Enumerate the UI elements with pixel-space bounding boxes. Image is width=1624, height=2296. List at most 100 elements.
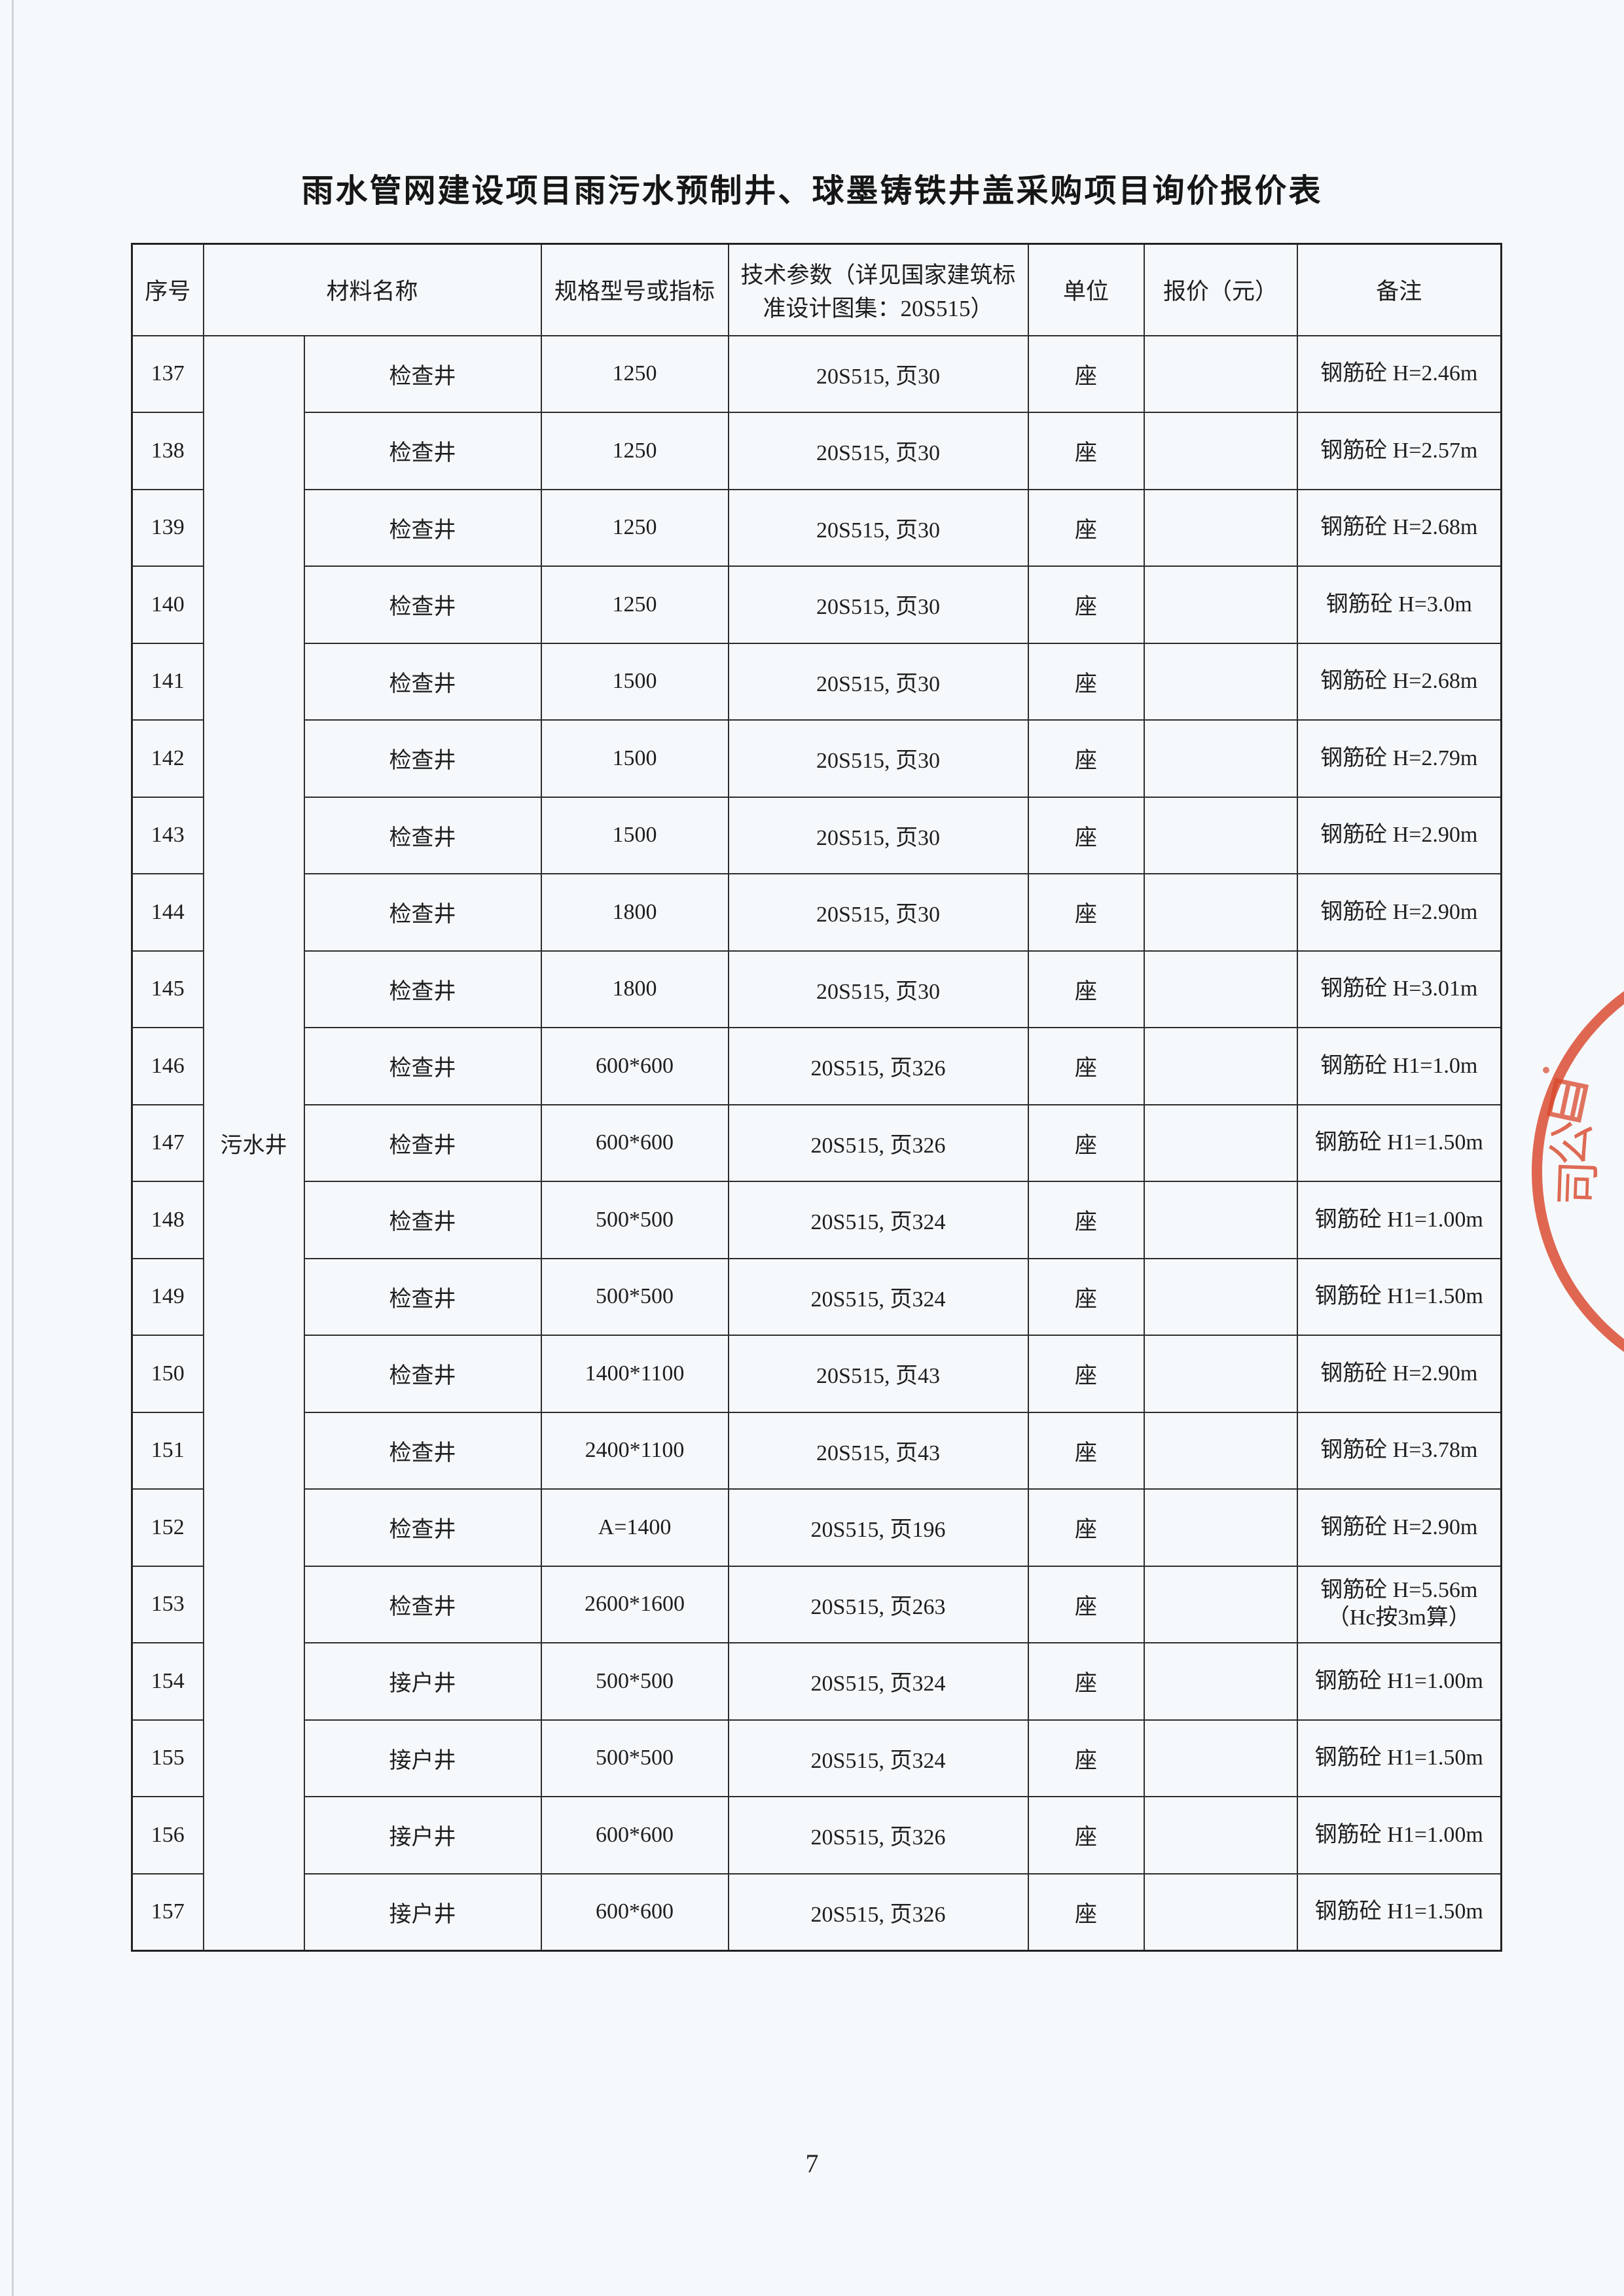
cell-tech: 20S515, 页324 [727,1719,1029,1797]
cell-price [1143,1257,1298,1336]
cell-serial: 141 [131,642,204,721]
table-row: 156 接户井 600*600 20S515, 页326 座 钢筋砼 H1=1.… [131,1796,1502,1874]
table-row: 139 检查井 1250 20S515, 页30 座 钢筋砼 H=2.68m [131,488,1502,567]
table-row: 144 检查井 1800 20S515, 页30 座 钢筋砼 H=2.90m [131,873,1502,952]
cell-unit: 座 [1027,1411,1145,1490]
cell-tech: 20S515, 页30 [727,412,1029,490]
cell-spec: 1500 [540,719,729,798]
cell-material: 检查井 [303,796,542,874]
cell-unit: 座 [1027,719,1145,798]
cell-price [1143,1411,1298,1490]
cell-tech: 20S515, 页30 [727,719,1029,798]
cell-material: 接户井 [303,1719,542,1797]
cell-unit: 座 [1027,565,1145,644]
header-remark: 备注 [1296,243,1502,336]
cell-tech: 20S515, 页30 [727,642,1029,721]
cell-price [1143,1027,1298,1105]
cell-tech: 20S515, 页324 [727,1257,1029,1336]
cell-tech: 20S515, 页324 [727,1642,1029,1721]
header-serial: 序号 [131,243,204,336]
cell-price [1143,488,1298,567]
header-material: 材料名称 [202,243,542,336]
cell-tech: 20S515, 页326 [727,1103,1029,1182]
cell-unit: 座 [1027,950,1145,1028]
remark-line: 钢筋砼 H1=1.50m [1314,1284,1483,1308]
table-row: 141 检查井 1500 20S515, 页30 座 钢筋砼 H=2.68m [131,642,1502,721]
cell-tech: 20S515, 页324 [727,1181,1029,1259]
cell-spec: 500*500 [540,1719,729,1797]
cell-material: 检查井 [303,565,542,644]
cell-unit: 座 [1027,1335,1145,1413]
cell-material: 检查井 [303,1181,542,1259]
cell-unit: 座 [1027,1488,1145,1567]
cell-unit: 座 [1027,334,1145,413]
table-row: 138 检查井 1250 20S515, 页30 座 钢筋砼 H=2.57m [131,412,1502,490]
remark-line: 钢筋砼 H=2.68m [1320,669,1478,693]
header-tech: 技术参数（详见国家建筑标准设计图集：20S515） [727,243,1029,336]
table-row: 157 接户井 600*600 20S515, 页326 座 钢筋砼 H1=1.… [131,1873,1502,1951]
remark-line: 钢筋砼 H1=1.00m [1314,1668,1483,1693]
cell-material: 检查井 [303,1411,542,1490]
scan-edge-artifact [12,0,14,2296]
cell-serial: 146 [131,1027,204,1105]
table-row: 145 检查井 1800 20S515, 页30 座 钢筋砼 H=3.01m [131,950,1502,1028]
table-row: 146 检查井 600*600 20S515, 页326 座 钢筋砼 H1=1.… [131,1027,1502,1105]
cell-remark: 钢筋砼 H=3.0m [1296,565,1502,644]
table-row: 148 检查井 500*500 20S515, 页324 座 钢筋砼 H1=1.… [131,1181,1502,1259]
table-row: 147 检查井 600*600 20S515, 页326 座 钢筋砼 H1=1.… [131,1103,1502,1182]
remark-line: 钢筋砼 H=2.46m [1320,361,1478,386]
header-spec: 规格型号或指标 [540,243,729,336]
cell-remark: 钢筋砼 H1=1.50m [1296,1719,1502,1797]
remark-line: 钢筋砼 H=2.90m [1320,1515,1478,1539]
cell-tech: 20S515, 页30 [727,950,1029,1028]
header-price: 报价（元） [1143,243,1298,336]
cell-unit: 座 [1027,1565,1145,1643]
cell-material: 检查井 [303,1027,542,1105]
remark-line: 钢筋砼 H1=1.50m [1314,1130,1483,1155]
cell-material: 检查井 [303,1335,542,1413]
cell-material: 接户井 [303,1642,542,1721]
cell-material: 接户井 [303,1873,542,1951]
table-row: 153 检查井 2600*1600 20S515, 页263 座 钢筋砼 H=5… [131,1565,1502,1643]
cell-price [1143,412,1298,490]
cell-unit: 座 [1027,412,1145,490]
cell-serial: 142 [131,719,204,798]
cell-serial: 139 [131,488,204,567]
stamp-arc [1532,991,1624,1352]
cell-material: 检查井 [303,719,542,798]
cell-remark: 钢筋砼 H1=1.00m [1296,1181,1502,1259]
cell-spec: 1250 [540,488,729,567]
cell-material: 检查井 [303,334,542,413]
cell-price [1143,1181,1298,1259]
header-unit: 单位 [1027,243,1145,336]
remark-line: （Hc按3m算） [1327,1605,1471,1630]
cell-material: 接户井 [303,1796,542,1874]
remark-line: 钢筋砼 H=2.57m [1320,438,1478,463]
remark-line: 钢筋砼 H=2.90m [1320,823,1478,847]
cell-price [1143,642,1298,721]
cell-unit: 座 [1027,1181,1145,1259]
cell-tech: 20S515, 页43 [727,1335,1029,1413]
cell-serial: 151 [131,1411,204,1490]
table-row: 154 接户井 500*500 20S515, 页324 座 钢筋砼 H1=1.… [131,1642,1502,1721]
cell-spec: 500*500 [540,1257,729,1336]
remark-line: 钢筋砼 H=3.78m [1320,1438,1478,1462]
cell-remark: 钢筋砼 H1=1.50m [1296,1257,1502,1336]
cell-spec: 1800 [540,950,729,1028]
cell-serial: 143 [131,796,204,874]
cell-price [1143,1642,1298,1721]
cell-price [1143,334,1298,413]
cell-unit: 座 [1027,1873,1145,1951]
cell-price [1143,873,1298,952]
cell-price [1143,1565,1298,1643]
cell-remark: 钢筋砼 H1=1.50m [1296,1103,1502,1182]
remark-line: 钢筋砼 H1=1.0m [1320,1053,1478,1078]
cell-tech: 20S515, 页43 [727,1411,1029,1490]
cell-serial: 157 [131,1873,204,1951]
cell-spec: 1250 [540,565,729,644]
remark-line: 钢筋砼 H=2.90m [1320,899,1478,924]
cell-tech: 20S515, 页30 [727,488,1029,567]
cell-remark: 钢筋砼 H=2.46m [1296,334,1502,413]
remark-line: 钢筋砼 H=3.0m [1326,592,1472,617]
